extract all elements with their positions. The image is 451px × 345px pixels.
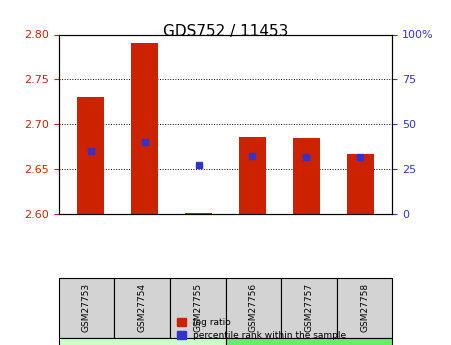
Text: GSM27756: GSM27756 bbox=[249, 283, 258, 333]
Bar bbox=[185, 213, 212, 214]
Bar bbox=[78, 97, 104, 214]
Text: GSM27753: GSM27753 bbox=[82, 283, 91, 333]
Text: GDS752 / 11453: GDS752 / 11453 bbox=[163, 24, 288, 39]
Legend: log ratio, percentile rank within the sample: log ratio, percentile rank within the sa… bbox=[177, 318, 346, 341]
Bar bbox=[131, 43, 158, 214]
Text: GSM27757: GSM27757 bbox=[304, 283, 313, 333]
Text: GSM27758: GSM27758 bbox=[360, 283, 369, 333]
Bar bbox=[293, 138, 320, 214]
Bar bbox=[347, 154, 373, 214]
Text: GSM27755: GSM27755 bbox=[193, 283, 202, 333]
Text: GSM27754: GSM27754 bbox=[138, 283, 147, 333]
Bar bbox=[239, 137, 266, 214]
